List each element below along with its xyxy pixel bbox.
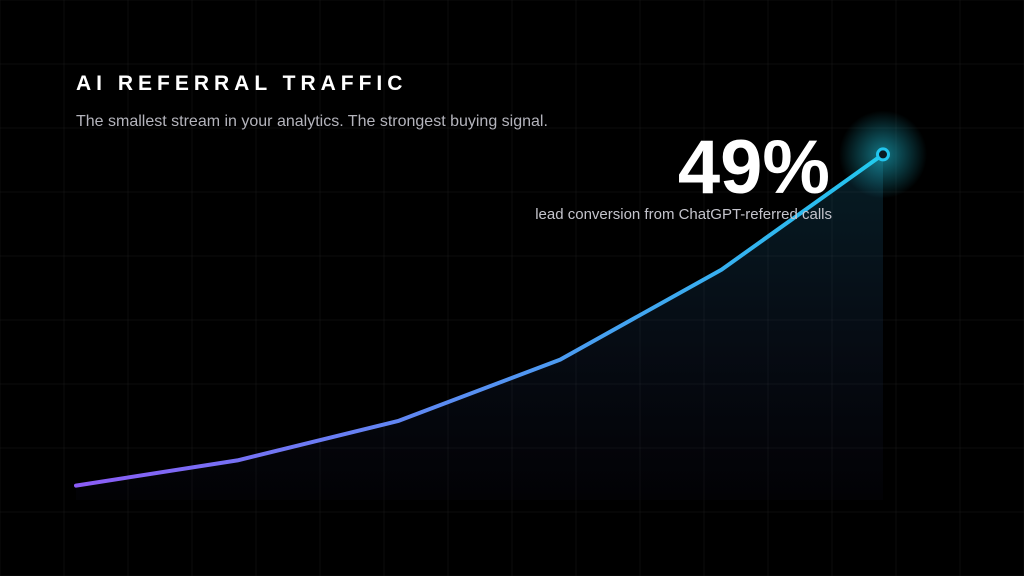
end-point (876, 147, 890, 162)
stat-caption: lead conversion from ChatGPT-referred ca… (535, 206, 832, 223)
area-fill (76, 154, 883, 500)
plot-area (74, 110, 927, 500)
chart-subtitle: The smallest stream in your analytics. T… (76, 113, 548, 130)
line (74, 152, 885, 488)
chart-title: AI REFERRAL TRAFFIC (76, 72, 407, 95)
stat-value: 49% (678, 125, 830, 210)
